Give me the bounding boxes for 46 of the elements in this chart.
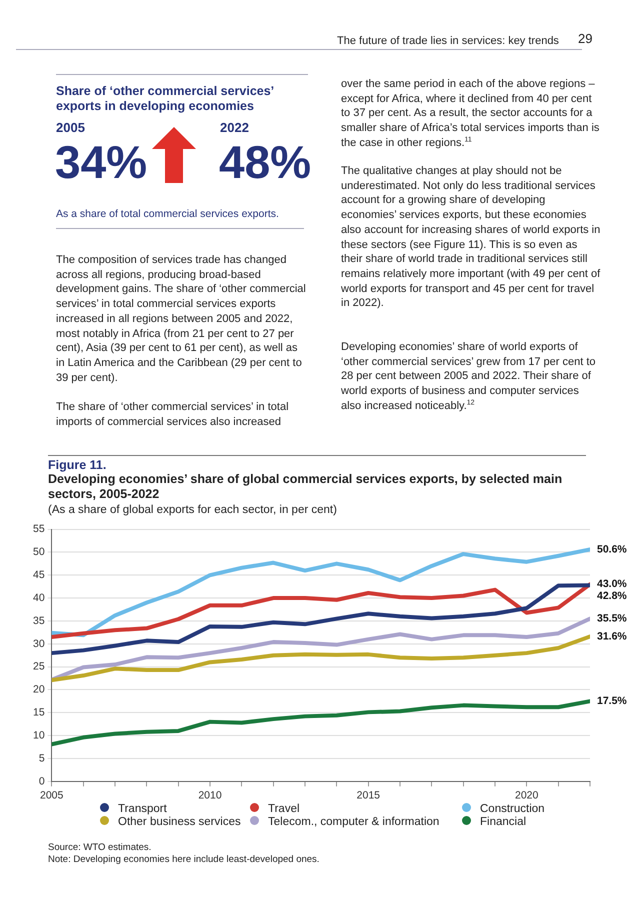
text: over the same period in each of the above regions – except for Africa, where it declined from 40 per cent to 37 per cent. As a result, the sector accounts for a smaller share of Africa’s total services imports than is the case in other regions.$^{11}$ — [341, 77, 600, 151]
y-tick-label: 5 — [38, 752, 45, 764]
legend-label: Financial — [479, 816, 528, 828]
data-label: 50.6% — [597, 543, 628, 556]
text: 29 — [578, 31, 592, 47]
legend-label: Travel — [267, 803, 301, 815]
legend-label: Construction — [479, 803, 546, 815]
text: As a share of total commercial services exports. — [56, 207, 279, 222]
y-tick-label: 45 — [32, 569, 45, 582]
data-label: 42.8% — [597, 590, 628, 602]
text: 48% — [219, 136, 312, 188]
y-tick-label: 50 — [32, 546, 45, 558]
text: Developing economies’ share of world exports of ‘other commercial services’ grew from 17 per cent to 28 per cent between 2005 and 2022. Their share of world exports of business and computer services also increased noticeably.$^{12}$ — [341, 340, 597, 414]
text: The future of trade lies in services: key trends — [337, 34, 559, 49]
y-tick-label: 25 — [32, 660, 45, 673]
text: 34% — [55, 136, 148, 188]
data-label: 43.0% — [597, 578, 628, 590]
y-tick-label: 0 — [38, 775, 45, 788]
y-tick-label: 30 — [32, 638, 45, 650]
legend-label: Transport — [117, 803, 168, 815]
x-tick-label: 2020 — [514, 790, 539, 802]
y-tick-label: 40 — [32, 592, 45, 604]
chart-title: Developing economies’ share of global commercial services exports, by selected main sectors, 2005-2022 — [48, 472, 564, 502]
y-tick-label: 20 — [32, 684, 45, 696]
x-tick-label: 2005 — [40, 790, 64, 802]
caption: Figure 11. — [48, 458, 106, 473]
data-label: 35.5% — [597, 612, 628, 625]
text: Note: Developing economies here include least-developed ones. — [48, 854, 320, 866]
legend-label: Telecom., computer & information — [267, 816, 440, 828]
chart-subtitle: (As a share of global exports for each sector, in per cent) — [48, 503, 337, 518]
legend-label: Other business services — [117, 816, 242, 828]
source-note: Source: WTO estimates. — [48, 842, 152, 854]
x-tick-label: 2010 — [198, 790, 222, 802]
y-tick-label: 55 — [32, 523, 45, 536]
text: Share of ‘other commercial services’ exports in developing economies — [56, 84, 274, 114]
text: The qualitative changes at play should not be underestimated. Not only do less traditional services account for a growing share of developing economies’ services exports, but these economies also account for increasing shares of world exports in these sectors (see Figure 11). This is so even as their share of world trade in traditional services still remains relatively more important (with 49 per cent of world exports for transport and 45 per cent for travel in 2022). — [341, 165, 600, 310]
y-tick-label: 35 — [32, 614, 45, 627]
y-tick-label: 15 — [32, 706, 45, 719]
data-label: 31.6% — [597, 630, 628, 642]
x-tick-label: 2015 — [356, 790, 380, 802]
text: 2022 — [220, 120, 249, 136]
text: The composition of services trade has changed across all regions, producing broad-based development gains. The share of ‘other commercial services’ in total commercial services exports increased in all regions between 2005 and 2022, most notably in Africa (from 21 per cent to 27 per cent), Asia (39 per cent to 61 per cent), as well as in Latin America and the Caribbean (29 per cent to 39 per cent). — [56, 254, 306, 384]
text: 2005 — [56, 120, 85, 136]
data-label: 17.5% — [597, 695, 628, 708]
y-tick-label: 10 — [32, 729, 45, 742]
text: The share of ‘other commercial services’ in total imports of commercial services also increased — [56, 400, 290, 430]
